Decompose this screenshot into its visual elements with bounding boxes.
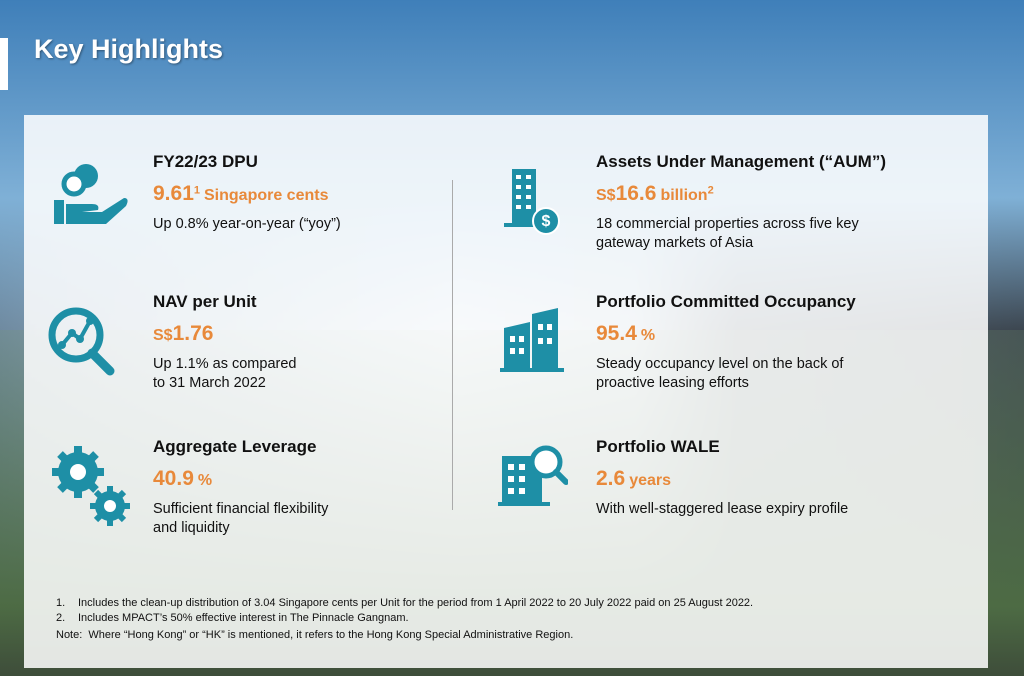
note: Note: Where “Hong Kong” or “HK” is menti… xyxy=(56,629,574,641)
highlight: Assets Under Management (“AUM”) S$16.6 bil… xyxy=(596,152,986,253)
figure-unit: years xyxy=(629,472,672,489)
footnote: 2. Includes MPACT’s 50% effective interes… xyxy=(56,612,409,624)
highlight-heading: Aggregate Leverage xyxy=(153,437,317,456)
footnote-number: 2. xyxy=(56,612,66,624)
figure-main: 9.61 xyxy=(153,182,194,205)
figure-main: 1.76 xyxy=(172,322,214,345)
divider xyxy=(452,180,453,510)
description-line: 18 commercial properties across five key xyxy=(596,216,859,232)
highlight: NAV per Unit S$1.76 Up 1.1% as compared to … xyxy=(153,292,543,393)
highlight-heading: NAV per Unit xyxy=(153,292,257,311)
office-building-icon xyxy=(500,308,564,372)
highlight-description: With well-staggered lease expiry profile xyxy=(596,500,986,519)
panel xyxy=(24,115,988,668)
highlight: Aggregate Leverage 40.9% Sufficient financ… xyxy=(153,437,543,538)
description-line: Steady occupancy level on the back of xyxy=(596,356,844,372)
description-line: Up 0.8% year-on-year (“yoy”) xyxy=(153,216,341,232)
highlight: Portfolio WALE 2.6 years With well-staggere… xyxy=(596,437,986,519)
hand-coin-icon xyxy=(54,164,128,224)
description-line: and liquidity xyxy=(153,520,230,536)
footnote: 1. Includes the clean-up distribution of … xyxy=(56,597,753,609)
description-line: Sufficient financial flexibility xyxy=(153,501,329,517)
figure-unit: billion xyxy=(660,187,708,204)
description-line: Up 1.1% as compared xyxy=(153,356,297,372)
highlight-heading: Portfolio Committed Occupancy xyxy=(596,292,856,311)
magnifier-chart-icon xyxy=(48,307,115,376)
highlight-description: Up 1.1% as compared to 31 March 2022 xyxy=(153,355,543,393)
figure-sup: 2 xyxy=(707,184,714,197)
figure-main: 40.9 xyxy=(153,467,194,490)
figure-main: 95.4 xyxy=(596,322,637,345)
figure-prefix: S$ xyxy=(596,187,616,204)
footnote-number: 1. xyxy=(56,597,66,609)
highlight-description: 18 commercial properties across five key… xyxy=(596,215,986,253)
highlight: Portfolio Committed Occupancy 95.4% Steady… xyxy=(596,292,986,393)
slide-title: Key Highlights xyxy=(34,34,224,64)
gears-icon xyxy=(52,446,130,526)
figure-main: 16.6 xyxy=(615,182,657,205)
building-dollar-icon: $ xyxy=(504,169,560,235)
title-bar xyxy=(0,38,8,90)
highlight-figure: 9.611 Singapore cents xyxy=(153,182,543,206)
figure-prefix: S$ xyxy=(153,327,173,344)
figure-unit: Singapore cents xyxy=(204,187,329,204)
highlight-figure: 40.9% xyxy=(153,467,543,491)
highlight: FY22/23 DPU 9.611 Singapore cents Up 0.8% y… xyxy=(153,152,543,234)
highlight-description: Sufficient financial flexibility and liqu… xyxy=(153,500,543,538)
figure-unit: % xyxy=(640,327,656,344)
figure-main: 2.6 xyxy=(596,467,626,490)
svg-text:$: $ xyxy=(542,213,551,230)
highlight-description: Steady occupancy level on the back of pro… xyxy=(596,355,986,393)
figure-sup: 1 xyxy=(193,184,200,197)
highlight-figure: S$1.76 xyxy=(153,322,543,346)
highlight-heading: Assets Under Management (“AUM”) xyxy=(596,152,886,171)
footnote-text: Includes MPACT’s 50% effective interest … xyxy=(78,612,409,624)
building-search-icon xyxy=(498,445,568,506)
description-line: to 31 March 2022 xyxy=(153,375,266,391)
highlight-figure: 2.6 years xyxy=(596,467,986,491)
figure-unit: % xyxy=(197,472,213,489)
description-line: gateway markets of Asia xyxy=(596,235,754,251)
highlight-heading: Portfolio WALE xyxy=(596,437,720,456)
highlight-description: Up 0.8% year-on-year (“yoy”) xyxy=(153,215,543,234)
highlight-heading: FY22/23 DPU xyxy=(153,152,258,171)
description-line: proactive leasing efforts xyxy=(596,375,749,391)
highlight-figure: S$16.6 billion2 xyxy=(596,182,986,206)
footnote-text: Includes the clean-up distribution of 3.… xyxy=(78,597,754,609)
description-line: With well-staggered lease expiry profile xyxy=(596,501,849,517)
highlight-figure: 95.4% xyxy=(596,322,986,346)
